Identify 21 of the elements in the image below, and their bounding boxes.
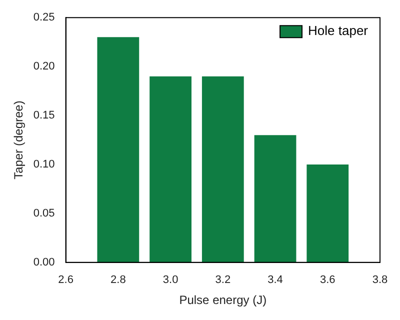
bar (306, 164, 349, 262)
x-tick-label: 3.4 (268, 274, 283, 286)
x-tick-label: 2.8 (110, 274, 126, 286)
bar (202, 76, 244, 262)
x-tick-label: 3.2 (215, 274, 231, 286)
y-tick-label: 0.20 (33, 60, 55, 73)
y-tick-label: 0.00 (33, 256, 55, 268)
x-axis-title: Pulse energy (J) (179, 293, 267, 308)
x-tick-label: 3.8 (372, 274, 388, 286)
x-tick-label: 2.6 (58, 274, 74, 286)
bar (97, 37, 140, 262)
x-tick-label: 3.6 (320, 274, 336, 286)
x-tick-label: 3.0 (162, 274, 178, 286)
y-tick-label: 0.10 (33, 158, 55, 171)
y-tick-label: 0.15 (33, 110, 55, 122)
bar (254, 135, 296, 262)
y-tick-label: 0.25 (33, 12, 55, 24)
bar (150, 76, 192, 262)
legend-label: Hole taper (308, 23, 369, 38)
y-tick-label: 0.05 (33, 207, 55, 220)
y-axis-title: Taper (degree) (12, 100, 26, 180)
